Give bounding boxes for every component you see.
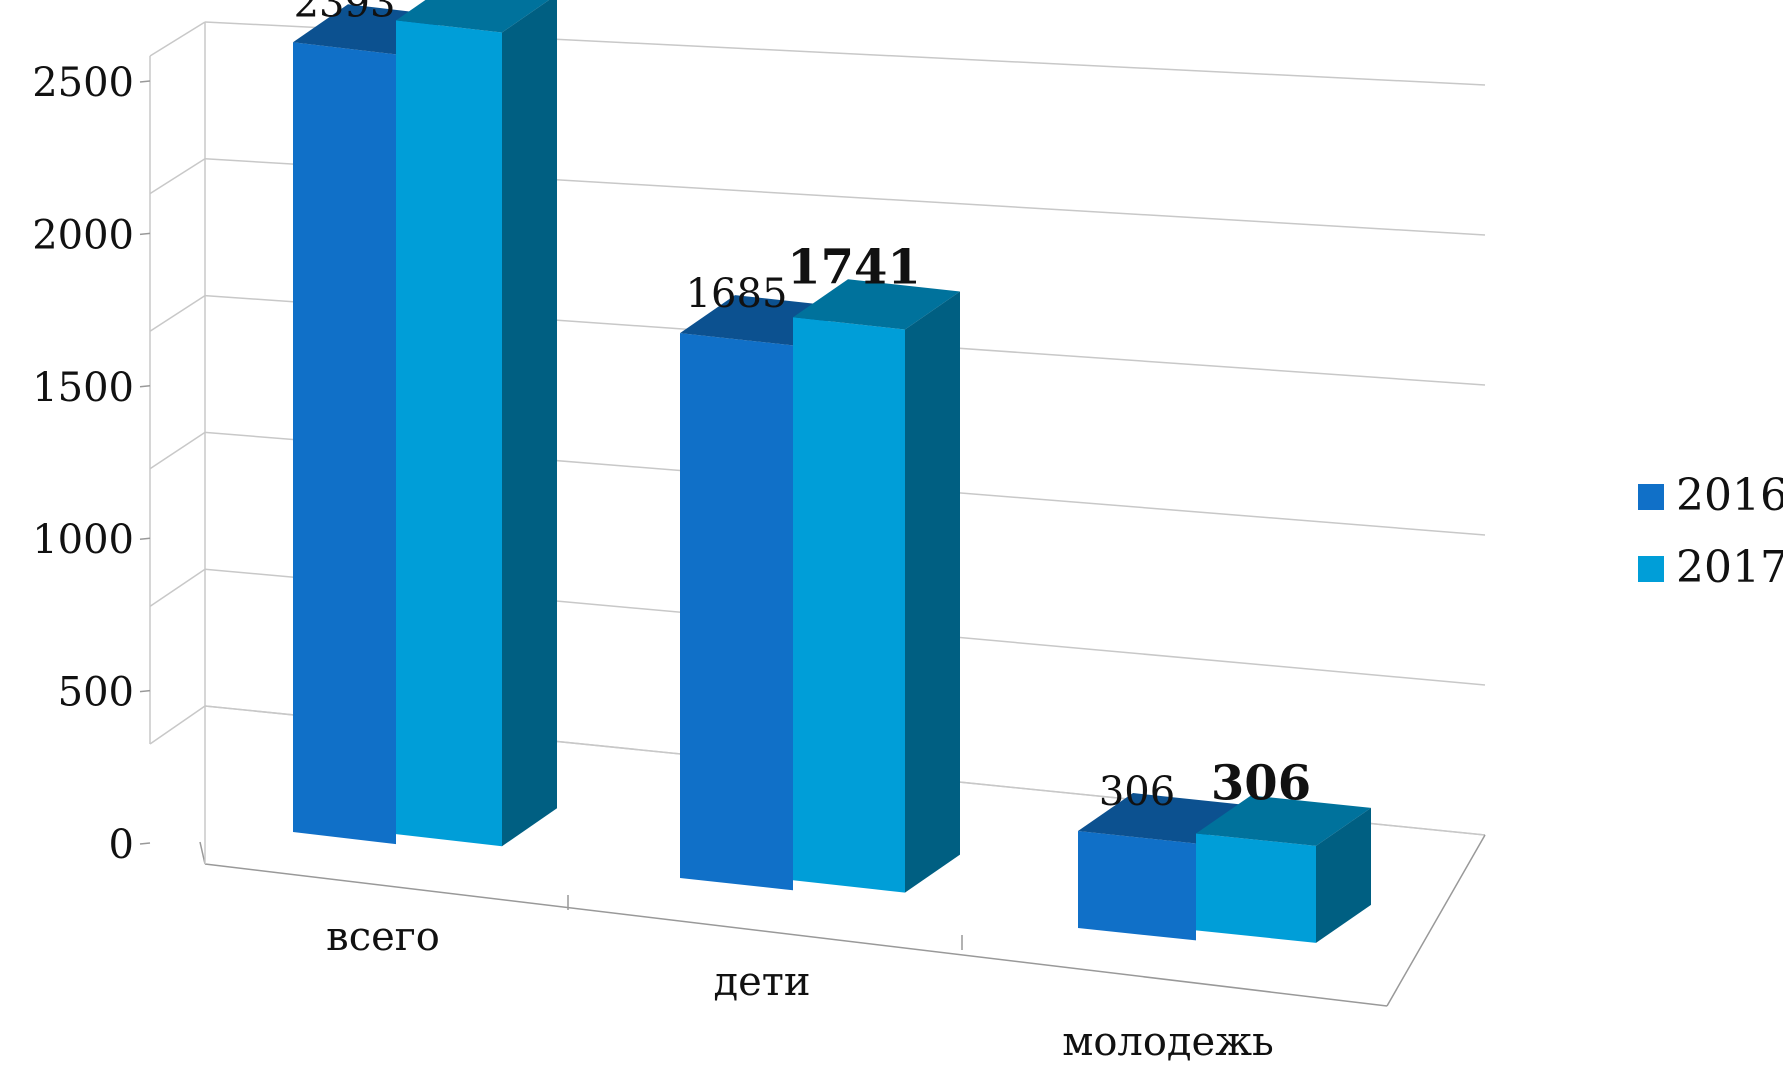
y-tick-label: 0 [109,822,134,868]
data-label-2016: 2393 [294,0,396,26]
y-tick-label: 2000 [32,212,134,258]
y-tick-label: 1000 [32,517,134,563]
category-label: всего [326,914,440,960]
bar-2017-дети [793,317,905,893]
bar-top-2017-дети [793,279,960,330]
y-tick-mark [139,842,151,845]
bar-side-2017-дети [905,291,960,893]
category-label: молодежь [1062,1019,1274,1065]
category-label: дети [713,959,810,1005]
legend-swatch-2017 [1638,556,1664,582]
x-axis-line [204,863,1388,1007]
y-tick-label: 2500 [32,60,134,106]
gridline-side-0 [149,705,206,745]
legend: 2016 2017 [1638,470,1783,593]
bars [293,0,1371,943]
bar-2016-всего [293,42,396,845]
gridline-side-1000 [149,431,206,470]
gridline-side-2000 [149,158,206,195]
gridline-side-500 [149,568,206,608]
y-tick-label: 1500 [32,365,134,411]
gridline-side-2500 [149,21,206,57]
bar-2017-всего [396,20,502,847]
y-tick-mark [139,385,151,388]
bar-2016-дети [680,333,793,891]
data-label-2016: 306 [1099,769,1175,815]
bar-2017-молодежь [1196,833,1316,943]
bar-2016-молодежь [1078,831,1196,941]
y-tick-mark [139,232,151,236]
bar-top-2017-всего [396,0,550,33]
data-label-2017: 1741 [787,239,921,295]
data-label-2016: 1685 [686,271,788,317]
y-tick-mark [139,537,151,540]
y-tick-mark [139,689,151,693]
data-labels: 2393246616851741306306 [294,0,1312,815]
y-tick-label: 500 [58,670,134,716]
legend-swatch-2016 [1638,484,1664,510]
data-label-2017: 306 [1211,755,1311,811]
axes: 0 500 1000 1500 2000 2500 всего дети молодежь [32,22,1486,1065]
gridline-side-1500 [149,294,206,332]
legend-label-2017: 2017 [1676,542,1783,593]
bar-side-2017-молодежь [1316,807,1371,943]
bar-top-2017-молодежь [1196,795,1371,846]
floor-left-edge [199,841,206,865]
floor-right-edge [1386,834,1486,1007]
legend-label-2016: 2016 [1676,470,1783,521]
y-tick-mark [139,80,151,83]
bar-side-2017-всего [502,0,557,847]
